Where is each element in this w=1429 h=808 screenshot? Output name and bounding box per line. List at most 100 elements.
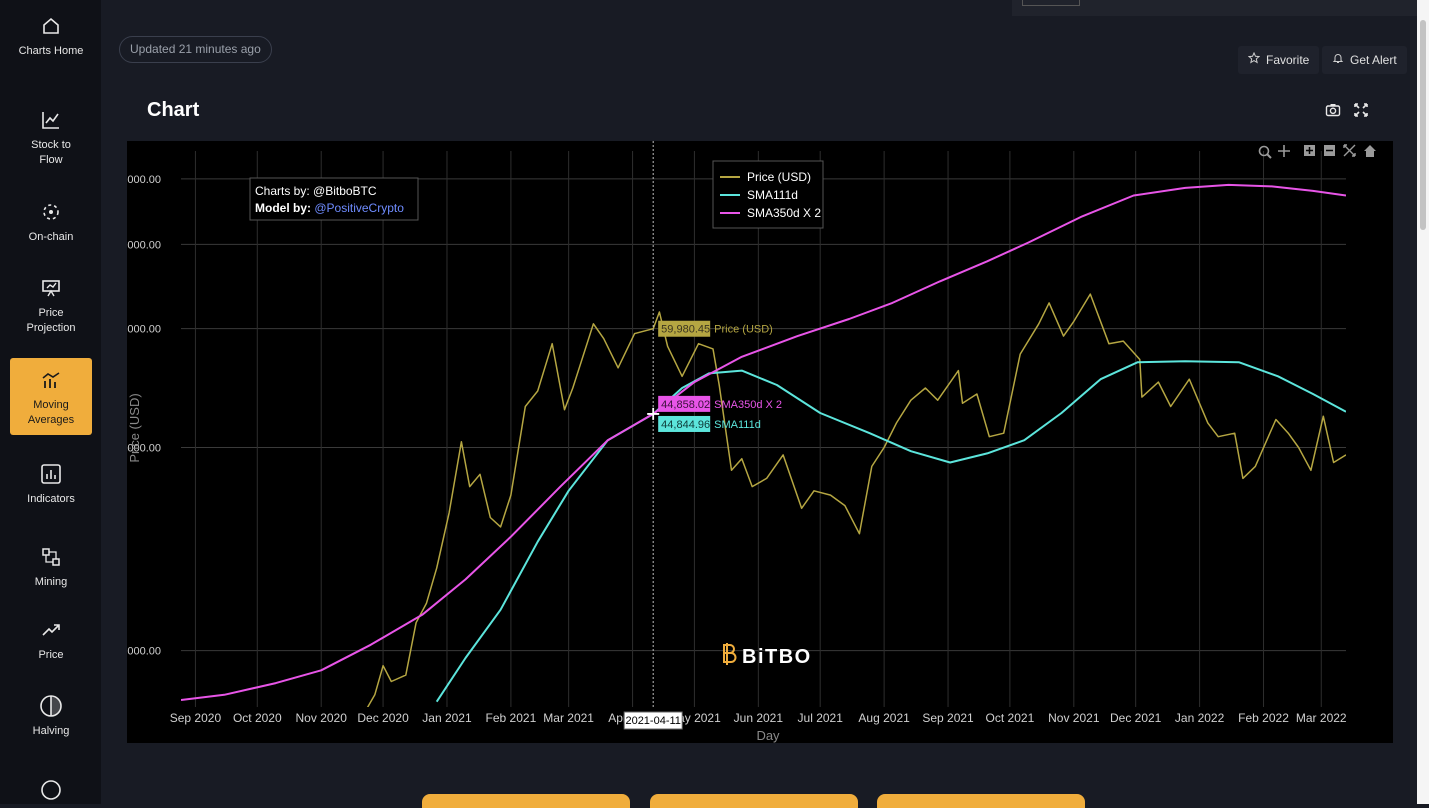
nav-label: Price Projection <box>26 307 76 334</box>
nav-charts-home[interactable]: Charts Home <box>10 14 92 59</box>
moving-average-icon <box>39 368 63 392</box>
nav-mining[interactable]: Mining <box>10 545 92 590</box>
nav-on-chain[interactable]: On-chain <box>10 200 92 245</box>
x-tick-label: Jan 2022 <box>1175 711 1225 725</box>
x-tick-label: Mar 2022 <box>1296 711 1347 725</box>
chart-title: Chart <box>147 99 200 121</box>
get-alert-button[interactable]: Get Alert <box>1322 46 1407 74</box>
hover-sma350-value: 44,858.02 <box>661 399 710 411</box>
x-tick-label: Feb 2021 <box>486 711 537 725</box>
hover-sma111-name: SMA111d <box>714 419 761 431</box>
y-tick-label: 20,000.00 <box>127 646 161 658</box>
nav-price-projection[interactable]: Price Projection <box>10 276 92 336</box>
nav-label: Indicators <box>27 493 75 505</box>
nav-label: Moving Averages <box>27 399 75 426</box>
network-icon <box>39 200 63 224</box>
series-lines <box>181 183 1346 707</box>
x-tick-label: Feb 2022 <box>1238 711 1289 725</box>
reset-home-icon[interactable] <box>1364 145 1376 157</box>
x-tick-label: Mar 2021 <box>543 711 594 725</box>
hover-price-value: 59,980.45 <box>661 324 710 336</box>
legend-entry[interactable]: SMA350d X 2 <box>747 206 821 220</box>
sidebar: Charts Home Stock to Flow On-chain Price… <box>0 0 101 804</box>
bottom-tab-3[interactable] <box>877 794 1085 808</box>
bottom-tab-2[interactable] <box>650 794 858 808</box>
hover-date-label: 2021-04-11 <box>623 711 683 730</box>
credits-link[interactable]: @PositiveCrypto <box>314 201 404 215</box>
hover-overlay: 2021-04-11 59,980.45 Price (USD) 44,858.… <box>623 141 782 730</box>
home-icon <box>39 14 63 38</box>
hover-price-name: Price (USD) <box>714 324 773 336</box>
favorite-label: Favorite <box>1266 53 1310 67</box>
nav-label: On-chain <box>28 231 74 243</box>
x-axis-title: Day <box>756 728 780 743</box>
x-tick-label: Nov 2021 <box>1048 711 1100 725</box>
x-tick-label: Jan 2021 <box>422 711 472 725</box>
trend-up-icon <box>39 618 63 642</box>
zoom-icon[interactable] <box>1258 145 1272 159</box>
x-tick-label: Jul 2021 <box>798 711 844 725</box>
x-tick-label: Oct 2021 <box>986 711 1035 725</box>
circle-icon <box>39 778 63 802</box>
scrollbar[interactable] <box>1417 0 1429 804</box>
nav-stock-to-flow[interactable]: Stock to Flow <box>10 108 92 168</box>
zoom-out-icon[interactable] <box>1324 145 1335 156</box>
pan-icon[interactable] <box>1278 145 1290 157</box>
nav-label: Mining <box>34 576 68 588</box>
zoom-in-icon[interactable] <box>1304 145 1315 156</box>
modebar <box>1258 144 1376 159</box>
credits-line2: Model by: @PositiveCrypto <box>255 201 404 215</box>
credits-line2-prefix: Model by: <box>255 201 311 215</box>
hover-sma111-value: 44,844.96 <box>661 419 710 431</box>
top-strip <box>1012 0 1417 16</box>
hover-sma350-name: SMA350d X 2 <box>714 399 782 411</box>
y-tick-label: 100,000.00 <box>127 174 161 186</box>
hover-sma350-label: 44,858.02 SMA350d X 2 <box>658 395 782 412</box>
favorite-button[interactable]: Favorite <box>1238 46 1320 74</box>
fullscreen-icon[interactable] <box>1353 102 1369 123</box>
nav-more[interactable] <box>10 778 92 808</box>
chart-panel[interactable]: 20,000.0040,000.0060,000.0080,000.00100,… <box>106 141 1393 743</box>
nav-indicators[interactable]: Indicators <box>10 462 92 507</box>
x-tick-label: Oct 2020 <box>233 711 282 725</box>
x-tick-label: Sep 2021 <box>922 711 974 725</box>
alert-label: Get Alert <box>1350 53 1397 67</box>
x-tick-label: Sep 2020 <box>170 711 222 725</box>
bitbo-watermark: BiTBO <box>723 643 812 668</box>
top-strip-box <box>1022 0 1080 6</box>
hover-date-text: 2021-04-11 <box>625 715 680 727</box>
chart-title-tools <box>1325 102 1369 123</box>
mining-icon <box>39 545 63 569</box>
camera-icon[interactable] <box>1325 102 1341 123</box>
nav-price[interactable]: Price <box>10 618 92 663</box>
hover-crosshair-icon <box>647 407 660 420</box>
y-tick-label: 80,000.00 <box>127 239 161 251</box>
watermark-text: BiTBO <box>742 646 812 668</box>
halving-icon <box>39 694 63 718</box>
bottom-tab-1[interactable] <box>422 794 630 808</box>
x-tick-label: Dec 2020 <box>357 711 409 725</box>
price-line <box>366 293 1346 707</box>
legend-entry[interactable]: Price (USD) <box>747 170 811 184</box>
legend-entry[interactable]: SMA111d <box>747 188 798 202</box>
x-tick-label: Aug 2021 <box>858 711 910 725</box>
bitbo-logo-icon <box>723 643 737 665</box>
nav-label: Charts Home <box>18 45 84 57</box>
sma111d-line <box>435 360 1346 703</box>
autoscale-icon[interactable] <box>1343 144 1356 157</box>
legend: Price (USD) SMA111d SMA350d X 2 <box>712 160 824 229</box>
nav-halving[interactable]: Halving <box>10 694 92 739</box>
nav-moving-averages[interactable]: Moving Averages <box>10 358 92 435</box>
nav-label: Price <box>38 649 64 661</box>
scroll-thumb[interactable] <box>1420 20 1426 230</box>
y-tick-label: 60,000.00 <box>127 324 161 336</box>
nav-label: Halving <box>32 725 70 737</box>
presentation-icon <box>39 276 63 300</box>
grid <box>181 151 1346 707</box>
x-tick-label: Jun 2021 <box>734 711 784 725</box>
line-chart-icon <box>39 108 63 132</box>
x-tick-label: Dec 2021 <box>1110 711 1162 725</box>
chart-svg[interactable]: 20,000.0040,000.0060,000.0080,000.00100,… <box>106 141 1393 743</box>
bell-icon <box>1332 46 1344 74</box>
credits-box: Charts by: @BitboBTC Model by: @Positive… <box>249 177 419 221</box>
